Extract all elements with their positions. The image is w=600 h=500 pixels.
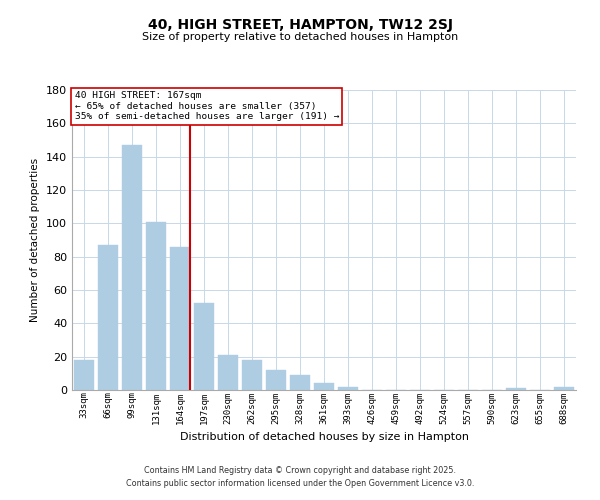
Text: 40, HIGH STREET, HAMPTON, TW12 2SJ: 40, HIGH STREET, HAMPTON, TW12 2SJ xyxy=(148,18,452,32)
Bar xyxy=(242,360,262,390)
Bar xyxy=(314,384,334,390)
Bar xyxy=(122,145,142,390)
Bar xyxy=(554,386,574,390)
Bar xyxy=(290,375,310,390)
Bar xyxy=(506,388,526,390)
Text: Size of property relative to detached houses in Hampton: Size of property relative to detached ho… xyxy=(142,32,458,42)
Bar xyxy=(170,246,190,390)
Y-axis label: Number of detached properties: Number of detached properties xyxy=(31,158,40,322)
Bar xyxy=(98,245,118,390)
X-axis label: Distribution of detached houses by size in Hampton: Distribution of detached houses by size … xyxy=(179,432,469,442)
Bar xyxy=(266,370,286,390)
Bar xyxy=(74,360,94,390)
Text: 40 HIGH STREET: 167sqm
← 65% of detached houses are smaller (357)
35% of semi-de: 40 HIGH STREET: 167sqm ← 65% of detached… xyxy=(74,92,339,122)
Bar xyxy=(146,222,166,390)
Bar xyxy=(338,386,358,390)
Bar xyxy=(194,304,214,390)
Text: Contains HM Land Registry data © Crown copyright and database right 2025.
Contai: Contains HM Land Registry data © Crown c… xyxy=(126,466,474,487)
Bar xyxy=(218,355,238,390)
